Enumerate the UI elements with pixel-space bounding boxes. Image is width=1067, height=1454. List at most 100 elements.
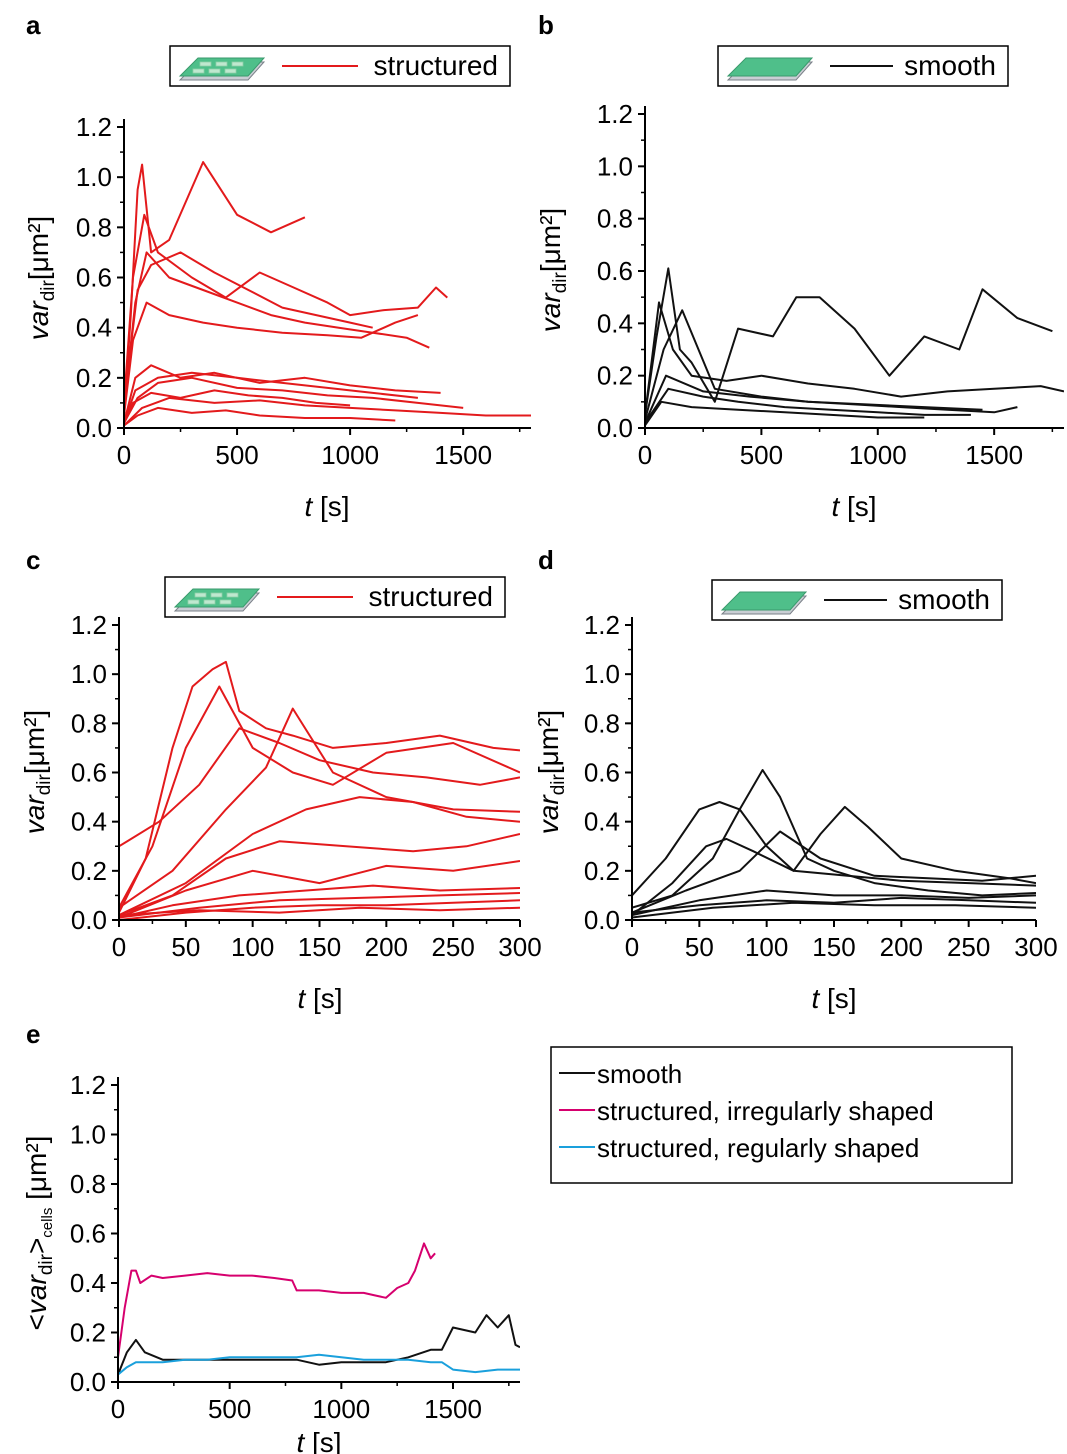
x-tick-label: 250	[431, 932, 474, 962]
legend-label-0: smooth	[597, 1059, 682, 1089]
x-axis-label: t [s]	[831, 491, 876, 522]
series-line-10	[119, 906, 520, 917]
series-line-6	[632, 896, 1036, 914]
series-line-4	[119, 796, 520, 917]
x-tick-label: 250	[947, 932, 990, 962]
y-tick-label: 0.2	[584, 856, 620, 886]
series-line-2	[119, 727, 520, 848]
series-line-5	[119, 833, 520, 917]
y-tick-label: 0.4	[597, 308, 633, 338]
y-tick-label: 0.6	[76, 263, 112, 293]
x-axis-label: t [s]	[811, 983, 856, 1014]
series-line-4	[632, 889, 1036, 917]
panel-letter-b: b	[538, 10, 554, 40]
series-line-1	[632, 801, 1036, 897]
structured-substrate-icon	[173, 588, 261, 612]
y-tick-label: 0.2	[71, 856, 107, 886]
series-group	[118, 1242, 520, 1376]
series-line-3	[124, 251, 373, 404]
y-axis-label: vardir[μm²]	[535, 208, 571, 332]
series-line-0	[119, 660, 520, 914]
y-tick-label: 0.8	[71, 708, 107, 738]
y-tick-label: 0.0	[76, 413, 112, 443]
series-line-7	[119, 884, 520, 919]
y-tick-label: 0.0	[71, 905, 107, 935]
x-tick-label: 1500	[965, 440, 1023, 470]
series-line-6	[124, 376, 464, 424]
series-line-9	[124, 406, 396, 427]
legend-label: smooth	[904, 50, 996, 81]
series-line-1	[645, 301, 1064, 416]
y-axis-label: vardir[μm²]	[19, 710, 55, 834]
y-tick-label: 0.6	[597, 256, 633, 286]
series-line-5	[632, 901, 1036, 919]
series-line-1	[119, 685, 520, 909]
y-tick-label: 0.4	[76, 313, 112, 343]
y-tick-label: 0.4	[70, 1268, 106, 1298]
series-line-0	[124, 161, 306, 416]
panel-d-chart: 0.0 0.2 0.4 0.6 0.8 1.0 1.2 0 50 100 150 200 250 300 t…	[533, 579, 1058, 1014]
x-tick-label: 50	[685, 932, 714, 962]
series-group	[119, 660, 520, 920]
series-line-7	[124, 396, 531, 427]
y-tick-label: 1.0	[76, 162, 112, 192]
x-tick-label: 500	[215, 440, 258, 470]
smooth-substrate-icon	[726, 57, 814, 81]
y-tick-label: 1.2	[597, 99, 633, 129]
x-tick-label: 1000	[321, 440, 379, 470]
y-tick-label: 0.4	[71, 807, 107, 837]
series-line-2	[124, 251, 430, 409]
series-line-8	[124, 371, 419, 424]
panel-a-chart: 0.0 0.2 0.4 0.6 0.8 1.0 1.2 0 500 1000 1500 t [s] va…	[23, 45, 531, 522]
series-line-3	[632, 830, 1036, 914]
y-tick-label: 0.2	[597, 361, 633, 391]
y-tick-label: 0.4	[584, 807, 620, 837]
series-line-3	[645, 387, 971, 424]
x-tick-label: 0	[625, 932, 639, 962]
x-tick-label: 0	[117, 440, 131, 470]
y-axis-label: vardir[μm²]	[533, 710, 569, 834]
x-tick-label: 150	[812, 932, 855, 962]
series-line-6	[119, 860, 520, 919]
x-tick-label: 200	[880, 932, 923, 962]
legend-box: smooth	[717, 45, 1009, 87]
legend-border	[550, 1046, 1013, 1184]
y-tick-label: 1.0	[584, 659, 620, 689]
y-tick-label: 0.8	[70, 1169, 106, 1199]
y-tick-label: 0.2	[76, 363, 112, 393]
series-line-1	[118, 1242, 436, 1358]
panel-letter-d: d	[538, 545, 554, 575]
series-line-4	[124, 301, 419, 416]
series-line-2	[632, 837, 1036, 916]
x-tick-label: 1000	[312, 1394, 370, 1424]
y-axis-label: vardir[μm²]	[23, 216, 59, 340]
panel-e-chart: 0.0 0.2 0.4 0.6 0.8 1.0 1.2 0 500 1000 1500 t [s] <v…	[21, 1046, 1013, 1454]
x-axis-label: t [s]	[304, 491, 349, 522]
series-line-0	[645, 267, 1053, 416]
series-group	[124, 161, 531, 427]
y-tick-label: 1.0	[70, 1120, 106, 1150]
legend-box: structured	[164, 576, 506, 618]
y-tick-label: 1.2	[584, 610, 620, 640]
legend-label: smooth	[898, 584, 990, 615]
x-axis-label: t [s]	[296, 1427, 341, 1454]
series-line-4	[645, 400, 925, 426]
series-line-9	[119, 899, 520, 920]
panel-letter-e: e	[26, 1019, 40, 1049]
x-tick-label: 150	[298, 932, 341, 962]
x-tick-label: 300	[498, 932, 541, 962]
x-tick-label: 1000	[849, 440, 907, 470]
series-line-10	[124, 389, 351, 424]
legend-box: structured	[169, 45, 511, 87]
x-tick-label: 1500	[434, 440, 492, 470]
panel-letter-c: c	[26, 545, 40, 575]
y-tick-label: 1.0	[597, 151, 633, 181]
y-tick-label: 1.0	[71, 659, 107, 689]
y-tick-label: 0.6	[584, 758, 620, 788]
series-line-2	[118, 1353, 520, 1376]
y-tick-label: 0.6	[71, 758, 107, 788]
series-line-3	[119, 707, 520, 909]
x-tick-label: 300	[1014, 932, 1057, 962]
x-tick-label: 500	[740, 440, 783, 470]
y-tick-label: 0.0	[584, 905, 620, 935]
